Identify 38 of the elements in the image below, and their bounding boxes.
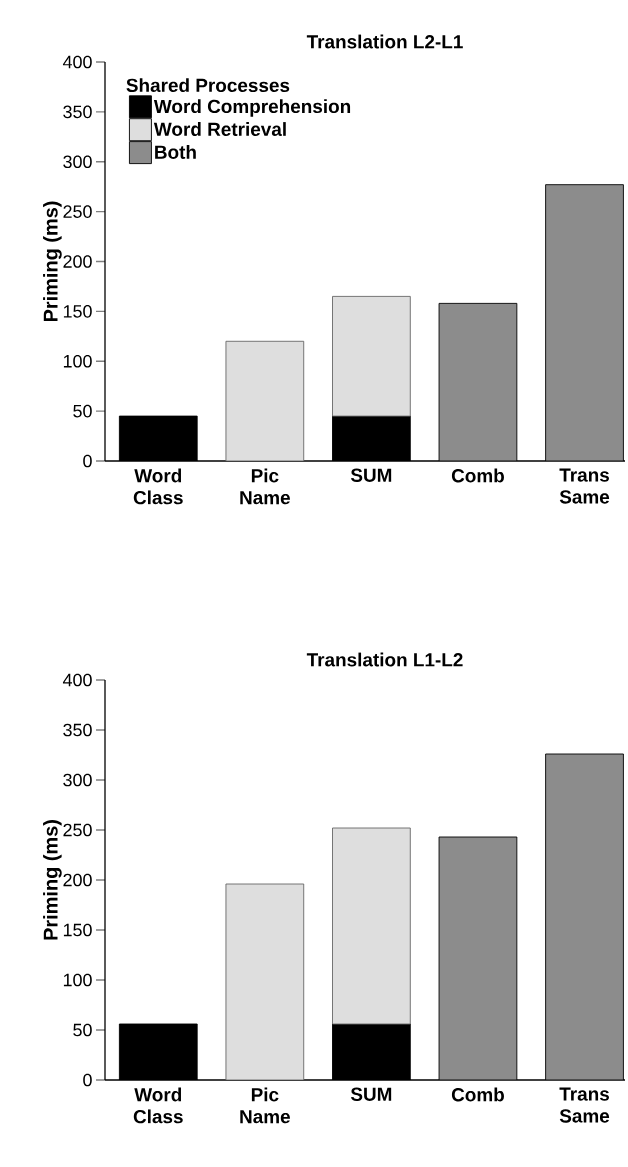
x-tick-label: SUM xyxy=(350,468,392,482)
y-tick-label: 0 xyxy=(83,1073,92,1087)
legend-title: Shared Processes xyxy=(126,78,290,93)
x-tick-label: Comb xyxy=(451,468,504,483)
y-tick-label: 100 xyxy=(63,354,92,368)
y-tick-label: 200 xyxy=(63,873,92,887)
x-tick-label: Trans Same xyxy=(559,468,610,504)
y-tick-label: 50 xyxy=(73,404,92,418)
y-tick-label: 300 xyxy=(63,773,92,787)
y-tick-label: 250 xyxy=(63,823,92,837)
legend-label: Word Retrieval xyxy=(153,122,286,136)
y-tick-label: 150 xyxy=(63,923,92,937)
bar xyxy=(332,827,411,1025)
x-tick-label: Word Class xyxy=(133,468,183,505)
y-tick-label: 0 xyxy=(83,454,92,468)
y-tick-label: 300 xyxy=(63,155,92,169)
y-tick-label: 400 xyxy=(62,673,92,687)
x-tick-label: Comb xyxy=(451,1087,504,1102)
x-tick-label: Word Class xyxy=(133,1087,183,1124)
chart-title: Translation L1-L2 xyxy=(306,652,463,667)
y-tick-label: 350 xyxy=(63,105,92,119)
y-axis-title: Priming (ms) xyxy=(43,201,62,322)
x-tick-label: Trans Same xyxy=(559,1087,610,1123)
y-tick-label: 150 xyxy=(63,305,92,318)
y-axis-title: Priming (ms) xyxy=(43,820,62,940)
y-tick-label: 200 xyxy=(63,255,92,268)
y-tick-label: 350 xyxy=(63,723,92,737)
legend-label: Both xyxy=(155,144,196,159)
bar xyxy=(332,295,411,417)
chart-title: Translation L2-L1 xyxy=(306,34,463,49)
legend-label: Word Comprehension xyxy=(153,99,351,117)
y-tick-label: 250 xyxy=(63,205,92,218)
y-tick-label: 50 xyxy=(73,1023,92,1037)
y-tick-label: 100 xyxy=(63,973,92,987)
x-tick-label: SUM xyxy=(350,1087,392,1101)
x-tick-label: Pic Name xyxy=(240,468,290,505)
x-tick-label: Pic Name xyxy=(240,1087,290,1124)
y-tick-label: 400 xyxy=(62,55,92,69)
